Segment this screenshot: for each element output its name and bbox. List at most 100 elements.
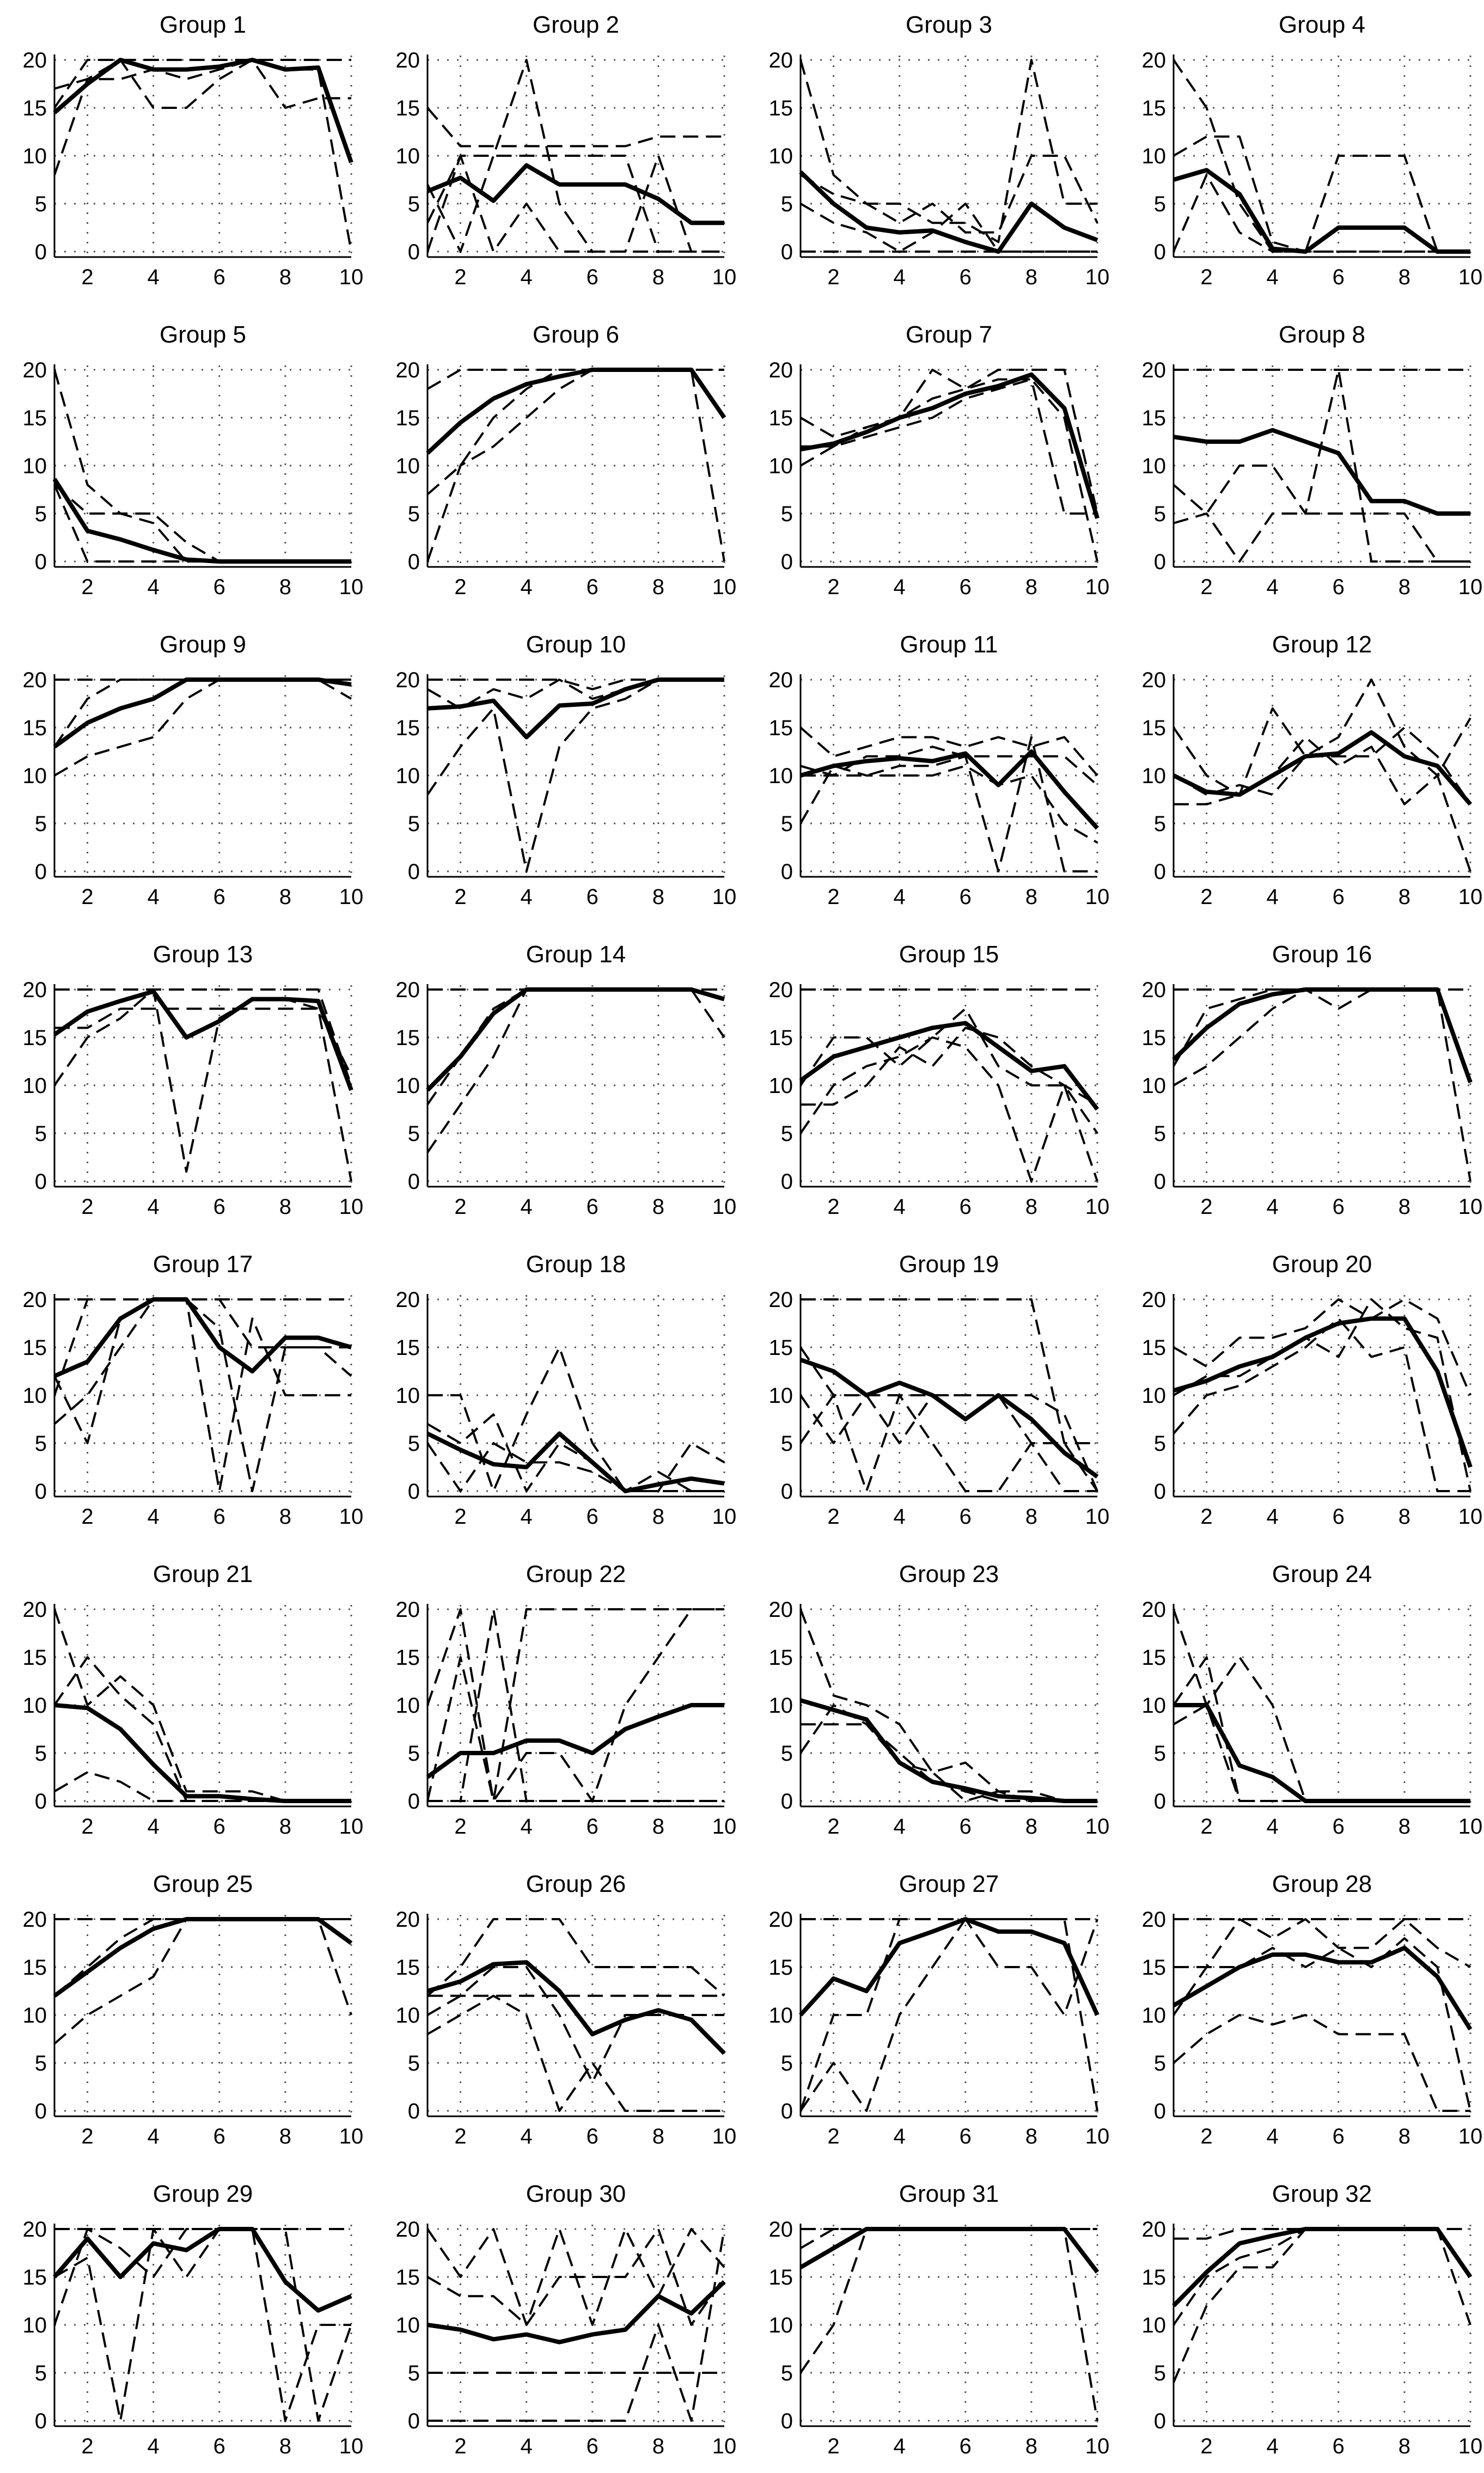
series-line-member-3 [799, 1036, 1098, 1182]
y-tick-label: 15 [769, 1336, 793, 1360]
series-line-mean [1172, 1316, 1473, 1468]
x-tick-label: 4 [521, 1505, 533, 1529]
x-tick-label: 2 [1200, 2434, 1212, 2458]
x-tick-label: 10 [712, 265, 737, 289]
chart-panel-27: Group 27 0 5 10 15 20 2 4 6 8 10 [769, 1871, 1110, 2148]
x-tick-label: 10 [339, 885, 364, 909]
x-tick-label: 10 [339, 265, 364, 289]
series-line-mean [799, 1358, 1099, 1479]
y-tick-label: 0 [1154, 1170, 1166, 1194]
chart-title: Group 6 [533, 321, 619, 348]
y-tick-label: 0 [35, 2409, 47, 2433]
y-tick-label: 10 [1142, 1384, 1167, 1408]
y-tick-label: 20 [769, 1908, 793, 1932]
series-line-member-1 [799, 1609, 1097, 1802]
chart-title: Group 4 [1279, 11, 1365, 38]
x-tick-label: 2 [81, 2434, 93, 2458]
y-tick-label: 20 [1142, 978, 1167, 1002]
series-line-member-3 [799, 1918, 1098, 2112]
x-tick-label: 6 [213, 1815, 225, 1839]
x-tick-label: 2 [1200, 2124, 1212, 2148]
x-tick-label: 4 [148, 2434, 160, 2458]
y-tick-label: 15 [23, 1646, 47, 1670]
y-tick-label: 10 [23, 454, 47, 478]
y-tick-label: 10 [1142, 1074, 1167, 1098]
series-line-mean [427, 2280, 726, 2344]
x-tick-label: 4 [1267, 1505, 1279, 1529]
chart-panel-8: Group 8 0 5 10 15 20 2 4 6 8 10 [1142, 321, 1483, 599]
y-tick-label: 15 [1142, 1956, 1167, 1980]
y-tick-label: 5 [408, 1122, 420, 1146]
x-tick-label: 10 [1458, 885, 1483, 909]
series-line-mean [1172, 1945, 1473, 2031]
x-tick-label: 8 [652, 1815, 664, 1839]
y-tick-label: 15 [396, 716, 420, 740]
y-tick-label: 15 [769, 96, 793, 120]
series-line-member-1 [426, 107, 724, 148]
x-tick-label: 10 [1458, 2124, 1483, 2148]
y-tick-label: 15 [769, 1956, 793, 1980]
series-line-mean [799, 1021, 1100, 1111]
y-tick-label: 5 [1154, 1742, 1166, 1766]
y-tick-label: 5 [1154, 192, 1166, 216]
y-tick-label: 0 [35, 1790, 47, 1813]
y-tick-label: 20 [396, 48, 420, 72]
y-tick-label: 10 [23, 1384, 47, 1408]
series-line-mean [799, 170, 1098, 254]
x-tick-label: 2 [454, 265, 466, 289]
chart-panel-31: Group 31 0 5 10 15 20 2 4 6 8 10 [769, 2181, 1110, 2458]
y-tick-label: 5 [35, 192, 47, 216]
series-line-member-2 [53, 1298, 352, 1396]
x-tick-label: 6 [960, 265, 972, 289]
x-tick-label: 2 [1200, 1815, 1212, 1839]
x-tick-label: 10 [1085, 885, 1110, 909]
y-tick-label: 0 [408, 2099, 420, 2123]
x-tick-label: 6 [960, 1195, 972, 1219]
chart-title: Group 25 [153, 1871, 253, 1897]
y-tick-label: 20 [769, 2218, 793, 2242]
x-tick-label: 10 [712, 575, 737, 599]
series-line-member-2 [426, 369, 724, 496]
chart-panel-10: Group 10 0 5 10 15 20 2 4 6 8 10 [396, 631, 737, 909]
y-tick-label: 20 [769, 1288, 793, 1312]
chart-panel-1: Group 1 0 5 10 15 20 2 4 6 8 10 [23, 11, 364, 289]
y-tick-label: 10 [1142, 454, 1167, 478]
series-line-mean [427, 677, 724, 740]
series-line-member-2 [799, 1007, 1098, 1134]
x-tick-label: 8 [652, 2434, 664, 2458]
x-tick-label: 4 [894, 1505, 906, 1529]
x-tick-label: 6 [1333, 265, 1345, 289]
y-tick-label: 5 [35, 2361, 47, 2385]
x-tick-label: 10 [1458, 1195, 1483, 1219]
chart-title: Group 18 [526, 1251, 626, 1278]
series-line-member-1 [428, 1346, 725, 1492]
y-tick-label: 20 [396, 2218, 420, 2242]
series-line-member-3 [53, 988, 352, 1173]
x-tick-label: 8 [1025, 575, 1037, 599]
x-tick-label: 10 [1085, 2124, 1110, 2148]
x-tick-label: 4 [521, 1195, 533, 1219]
y-tick-label: 0 [408, 240, 420, 264]
y-tick-label: 15 [23, 1336, 47, 1360]
x-tick-label: 4 [1267, 885, 1279, 909]
y-tick-label: 0 [408, 550, 420, 574]
series-line-member-1 [54, 988, 352, 1086]
y-tick-label: 5 [1154, 2361, 1166, 2385]
series-line-mean [426, 1703, 724, 1779]
series-line-member-1 [428, 679, 724, 691]
x-tick-label: 6 [1333, 2434, 1345, 2458]
y-tick-label: 15 [769, 2266, 793, 2289]
y-tick-label: 0 [781, 2099, 793, 2123]
y-tick-label: 5 [781, 812, 793, 836]
x-tick-label: 2 [454, 885, 466, 909]
chart-panel-7: Group 7 0 5 10 15 20 2 4 6 8 10 [769, 321, 1110, 599]
chart-title: Group 27 [899, 1871, 999, 1897]
x-tick-label: 6 [1333, 1195, 1345, 1219]
chart-panel-4: Group 4 0 5 10 15 20 2 4 6 8 10 [1142, 11, 1483, 289]
y-tick-label: 5 [781, 502, 793, 526]
y-tick-label: 15 [396, 1026, 420, 1050]
y-tick-label: 5 [408, 2361, 420, 2385]
y-tick-label: 5 [408, 812, 420, 836]
y-tick-label: 5 [408, 2051, 420, 2075]
